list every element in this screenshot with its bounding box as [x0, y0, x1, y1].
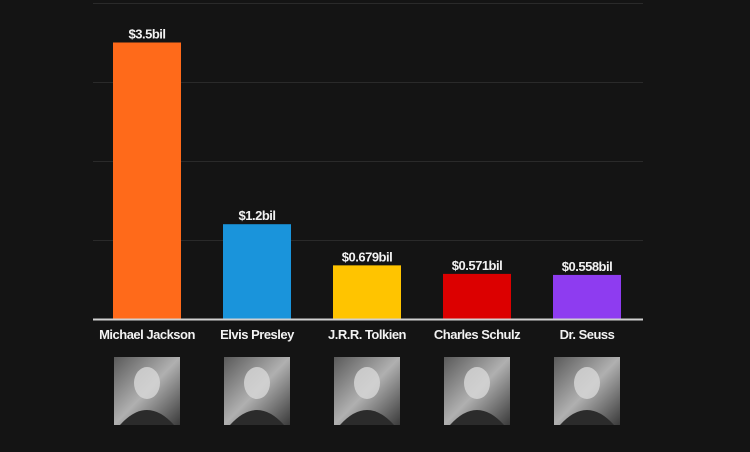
portrait-dr-seuss	[554, 357, 620, 425]
bar	[443, 273, 511, 319]
category-label: Dr. Seuss	[560, 327, 615, 342]
bar	[113, 42, 181, 319]
bars	[113, 42, 621, 319]
bar	[223, 224, 291, 319]
portrait-charles-schulz	[444, 357, 510, 425]
bar	[553, 274, 621, 319]
category-label: Charles Schulz	[434, 327, 521, 342]
data-label: $0.571bil	[452, 258, 502, 273]
category-label: J.R.R. Tolkien	[328, 327, 407, 342]
portrait-michael-jackson	[114, 357, 180, 425]
data-label: $1.2bil	[239, 208, 276, 223]
portrait-elvis-presley	[224, 357, 290, 425]
gridlines	[93, 3, 643, 241]
data-label: $0.558bil	[562, 259, 612, 274]
category-label: Michael Jackson	[99, 327, 195, 342]
category-label: Elvis Presley	[220, 327, 295, 342]
data-label: $0.679bil	[342, 249, 392, 264]
bar	[333, 265, 401, 319]
portrait-jrr-tolkien	[334, 357, 400, 425]
data-label: $3.5bil	[129, 27, 166, 42]
